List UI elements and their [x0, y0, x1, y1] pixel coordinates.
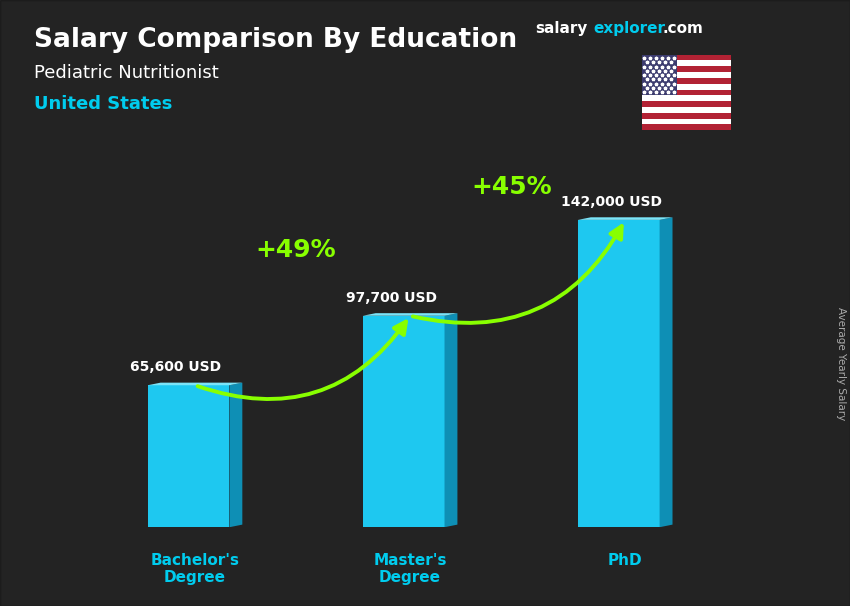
Bar [578, 220, 660, 527]
Bar [642, 78, 731, 84]
Text: +49%: +49% [256, 238, 337, 262]
Text: 65,600 USD: 65,600 USD [131, 361, 222, 375]
Bar [642, 107, 731, 113]
Text: United States: United States [34, 95, 173, 113]
Bar [642, 124, 731, 130]
Text: +45%: +45% [471, 175, 552, 199]
Text: Average Yearly Salary: Average Yearly Salary [836, 307, 846, 420]
Bar [642, 119, 731, 124]
Text: 97,700 USD: 97,700 USD [346, 291, 437, 305]
Text: salary: salary [536, 21, 588, 36]
Text: PhD: PhD [608, 553, 643, 568]
Text: Bachelor's
Degree: Bachelor's Degree [150, 553, 240, 585]
Polygon shape [578, 218, 672, 220]
Bar [642, 66, 731, 72]
Bar [642, 61, 731, 66]
Text: .com: .com [663, 21, 704, 36]
Bar [642, 101, 731, 107]
Polygon shape [445, 313, 457, 527]
Bar [642, 95, 731, 101]
Polygon shape [230, 382, 242, 527]
Bar [148, 385, 230, 527]
Bar [642, 55, 677, 95]
Polygon shape [148, 382, 242, 385]
Text: Salary Comparison By Education: Salary Comparison By Education [34, 27, 517, 53]
Bar [642, 72, 731, 78]
Bar [363, 316, 445, 527]
FancyArrowPatch shape [413, 226, 621, 323]
Bar [642, 90, 731, 95]
Polygon shape [363, 313, 457, 316]
Text: explorer: explorer [593, 21, 666, 36]
Bar [642, 84, 731, 90]
Text: Master's
Degree: Master's Degree [373, 553, 447, 585]
FancyArrowPatch shape [198, 322, 406, 399]
Bar [642, 113, 731, 119]
Bar [642, 55, 731, 61]
Polygon shape [660, 218, 672, 527]
Text: 142,000 USD: 142,000 USD [561, 195, 661, 209]
Text: Pediatric Nutritionist: Pediatric Nutritionist [34, 64, 218, 82]
